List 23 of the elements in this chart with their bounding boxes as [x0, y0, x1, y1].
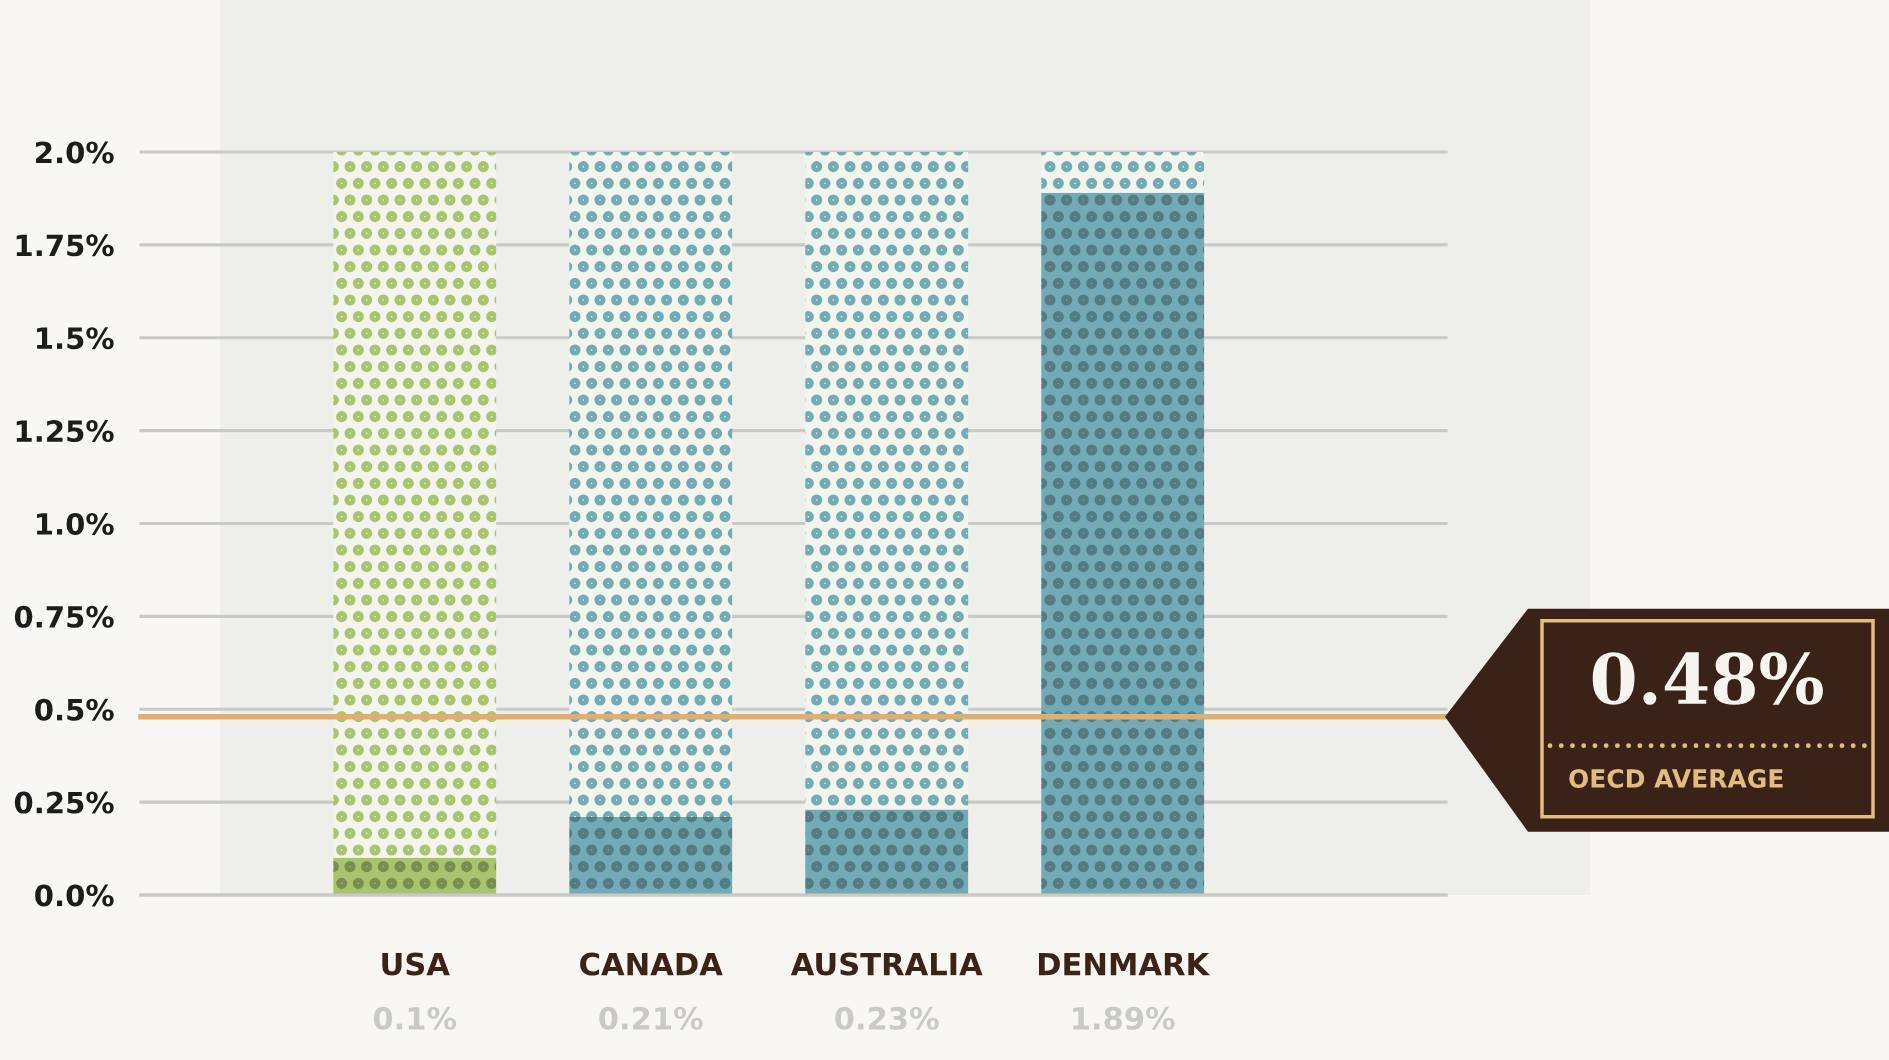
y-tick-label: 1.75% [16, 234, 114, 257]
bar [805, 152, 969, 810]
bar [333, 152, 497, 858]
y-tick-label: 0.5% [35, 698, 114, 721]
bar [1041, 152, 1205, 193]
x-tick-label: AUSTRALIA [790, 952, 983, 976]
y-tick-label: 0.75% [14, 605, 114, 628]
x-tick-label: DENMARK [1038, 952, 1211, 976]
y-tick-label: 1.0% [37, 512, 114, 535]
x-tick-label: USA [382, 952, 450, 976]
y-tick-label: 2.0% [36, 141, 114, 164]
bar [1041, 192, 1205, 895]
ref-line-label: 0.48% [1592, 652, 1823, 705]
bar [569, 152, 733, 817]
y-tick-label: 1.25% [16, 420, 114, 443]
bar [333, 857, 497, 895]
bar [569, 816, 733, 895]
y-tick-label: 0.0% [35, 884, 114, 907]
y-tick-label: 1.5% [37, 327, 114, 350]
text: OECD AVERAGE [1569, 769, 1783, 788]
bar [805, 809, 969, 895]
y-tick-label: 0.25% [14, 791, 114, 814]
x-tick-label: CANADA [580, 952, 723, 976]
